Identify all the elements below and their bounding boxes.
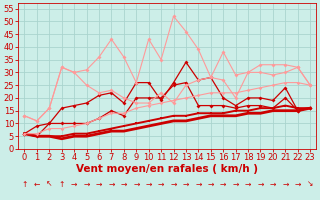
Text: →: →: [170, 180, 177, 189]
Text: →: →: [121, 180, 127, 189]
Text: ↑: ↑: [59, 180, 65, 189]
Text: ↖: ↖: [46, 180, 52, 189]
Text: →: →: [220, 180, 227, 189]
Text: →: →: [96, 180, 102, 189]
Text: →: →: [71, 180, 77, 189]
Text: ↘: ↘: [307, 180, 313, 189]
Text: →: →: [257, 180, 264, 189]
Text: →: →: [133, 180, 140, 189]
Text: →: →: [245, 180, 251, 189]
Text: →: →: [158, 180, 164, 189]
X-axis label: Vent moyen/en rafales ( km/h ): Vent moyen/en rafales ( km/h ): [76, 164, 258, 174]
Text: →: →: [282, 180, 289, 189]
Text: ↑: ↑: [21, 180, 28, 189]
Text: →: →: [146, 180, 152, 189]
Text: →: →: [195, 180, 202, 189]
Text: ←: ←: [34, 180, 40, 189]
Text: →: →: [183, 180, 189, 189]
Text: →: →: [295, 180, 301, 189]
Text: →: →: [232, 180, 239, 189]
Text: →: →: [208, 180, 214, 189]
Text: →: →: [270, 180, 276, 189]
Text: →: →: [108, 180, 115, 189]
Text: →: →: [84, 180, 90, 189]
